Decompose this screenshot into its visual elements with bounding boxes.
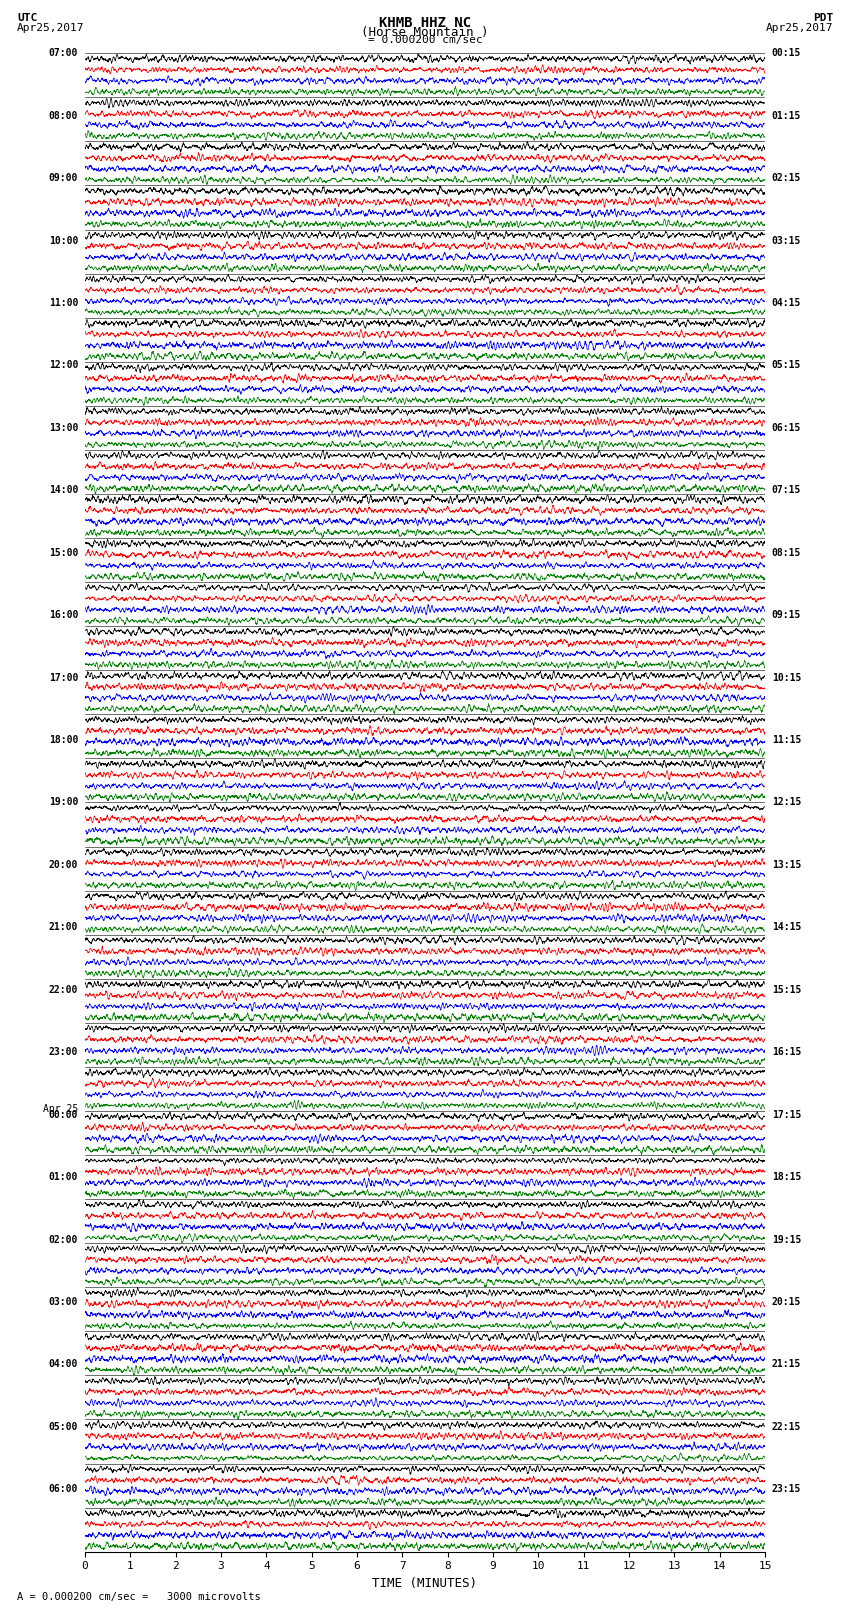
Text: 15:00: 15:00 bbox=[48, 548, 78, 558]
Text: 21:15: 21:15 bbox=[772, 1360, 802, 1369]
Text: 07:15: 07:15 bbox=[772, 486, 802, 495]
Text: (Horse Mountain ): (Horse Mountain ) bbox=[361, 26, 489, 39]
Text: 08:15: 08:15 bbox=[772, 548, 802, 558]
Text: 03:00: 03:00 bbox=[48, 1297, 78, 1307]
Text: 01:15: 01:15 bbox=[772, 111, 802, 121]
Text: 09:15: 09:15 bbox=[772, 610, 802, 619]
Text: 01:00: 01:00 bbox=[48, 1173, 78, 1182]
Text: 12:15: 12:15 bbox=[772, 797, 802, 808]
Text: Apr 25: Apr 25 bbox=[43, 1103, 78, 1113]
Text: 23:15: 23:15 bbox=[772, 1484, 802, 1494]
Text: 10:00: 10:00 bbox=[48, 235, 78, 245]
Text: 19:00: 19:00 bbox=[48, 797, 78, 808]
Text: 04:15: 04:15 bbox=[772, 298, 802, 308]
Text: 23:00: 23:00 bbox=[48, 1047, 78, 1057]
Text: 12:00: 12:00 bbox=[48, 360, 78, 371]
Text: 17:00: 17:00 bbox=[48, 673, 78, 682]
Text: 22:15: 22:15 bbox=[772, 1421, 802, 1432]
Text: 02:00: 02:00 bbox=[48, 1234, 78, 1245]
Text: 08:00: 08:00 bbox=[48, 111, 78, 121]
Text: 18:00: 18:00 bbox=[48, 736, 78, 745]
Text: 05:00: 05:00 bbox=[48, 1421, 78, 1432]
Text: 05:15: 05:15 bbox=[772, 360, 802, 371]
Text: 06:15: 06:15 bbox=[772, 423, 802, 432]
Text: Apr25,2017: Apr25,2017 bbox=[17, 23, 84, 32]
Text: 22:00: 22:00 bbox=[48, 986, 78, 995]
Text: 06:00: 06:00 bbox=[48, 1484, 78, 1494]
Text: UTC: UTC bbox=[17, 13, 37, 23]
Text: 18:15: 18:15 bbox=[772, 1173, 802, 1182]
Text: A = 0.000200 cm/sec =   3000 microvolts: A = 0.000200 cm/sec = 3000 microvolts bbox=[17, 1592, 261, 1602]
Text: 11:00: 11:00 bbox=[48, 298, 78, 308]
Text: 15:15: 15:15 bbox=[772, 986, 802, 995]
Text: 20:15: 20:15 bbox=[772, 1297, 802, 1307]
Text: 16:15: 16:15 bbox=[772, 1047, 802, 1057]
Text: PDT: PDT bbox=[813, 13, 833, 23]
Text: 13:00: 13:00 bbox=[48, 423, 78, 432]
Text: 03:15: 03:15 bbox=[772, 235, 802, 245]
X-axis label: TIME (MINUTES): TIME (MINUTES) bbox=[372, 1578, 478, 1590]
Text: 10:15: 10:15 bbox=[772, 673, 802, 682]
Text: KHMB HHZ NC: KHMB HHZ NC bbox=[379, 16, 471, 31]
Text: 00:15: 00:15 bbox=[772, 48, 802, 58]
Text: 04:00: 04:00 bbox=[48, 1360, 78, 1369]
Text: 02:15: 02:15 bbox=[772, 173, 802, 184]
Text: 16:00: 16:00 bbox=[48, 610, 78, 619]
Text: 00:00: 00:00 bbox=[48, 1110, 78, 1119]
Text: = 0.000200 cm/sec: = 0.000200 cm/sec bbox=[367, 35, 483, 45]
Text: 17:15: 17:15 bbox=[772, 1110, 802, 1119]
Text: 09:00: 09:00 bbox=[48, 173, 78, 184]
Text: 07:00: 07:00 bbox=[48, 48, 78, 58]
Text: 14:15: 14:15 bbox=[772, 923, 802, 932]
Text: 11:15: 11:15 bbox=[772, 736, 802, 745]
Text: 21:00: 21:00 bbox=[48, 923, 78, 932]
Text: 19:15: 19:15 bbox=[772, 1234, 802, 1245]
Text: 14:00: 14:00 bbox=[48, 486, 78, 495]
Text: Apr25,2017: Apr25,2017 bbox=[766, 23, 833, 32]
Text: 13:15: 13:15 bbox=[772, 860, 802, 869]
Text: 20:00: 20:00 bbox=[48, 860, 78, 869]
